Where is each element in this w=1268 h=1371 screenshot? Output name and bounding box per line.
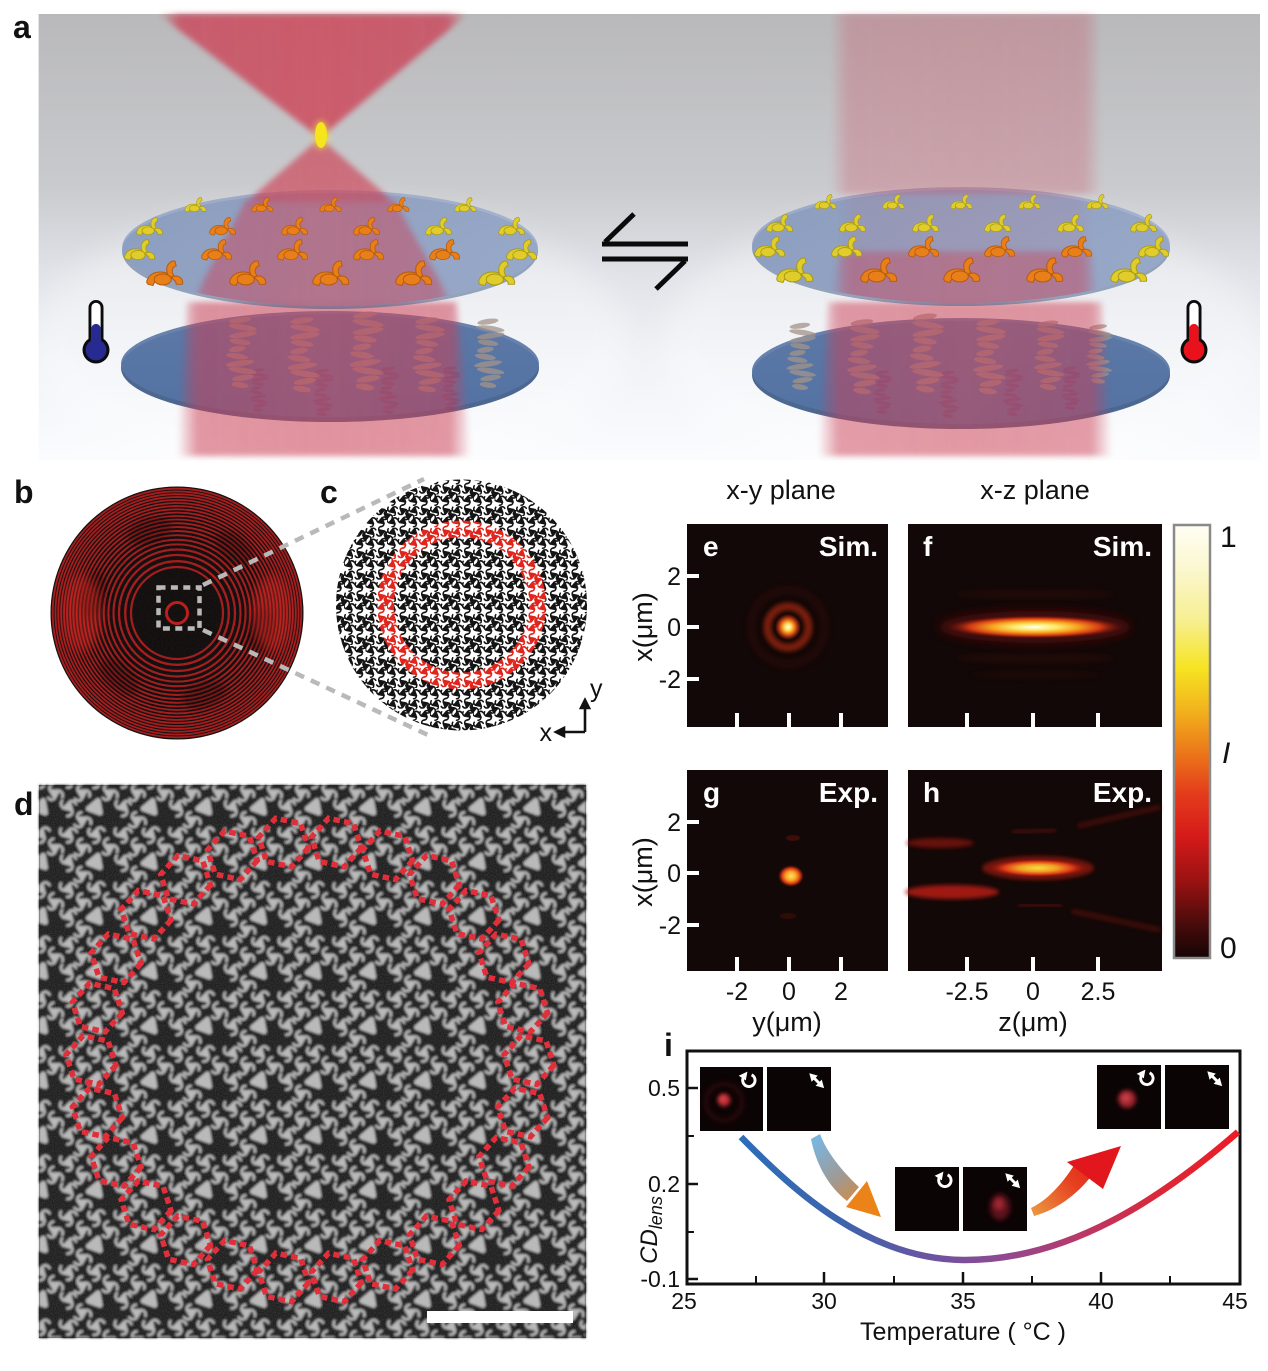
svg-text:2: 2 (667, 563, 681, 591)
svg-text:a: a (13, 9, 31, 45)
svg-text:-2: -2 (659, 912, 681, 940)
svg-text:I: I (1222, 737, 1230, 770)
svg-text:b: b (14, 474, 34, 510)
svg-text:e: e (703, 531, 719, 562)
svg-text:0: 0 (782, 978, 796, 1006)
svg-text:2: 2 (667, 809, 681, 837)
svg-text:1: 1 (1220, 521, 1237, 554)
svg-text:Sim.: Sim. (819, 531, 878, 562)
svg-text:40: 40 (1088, 1288, 1114, 1314)
svg-text:-2.5: -2.5 (945, 978, 988, 1006)
svg-text:2: 2 (834, 978, 848, 1006)
svg-text:30: 30 (811, 1288, 837, 1314)
svg-text:x-z plane: x-z plane (980, 475, 1090, 505)
svg-text:h: h (923, 777, 940, 808)
svg-text:-0.1: -0.1 (640, 1266, 680, 1292)
svg-text:y: y (590, 675, 603, 703)
svg-text:x: x (540, 719, 553, 747)
svg-text:45: 45 (1222, 1288, 1248, 1314)
svg-text:x-y plane: x-y plane (726, 475, 836, 505)
svg-text:g: g (703, 777, 720, 808)
svg-text:y(μm): y(μm) (752, 1007, 822, 1037)
svg-text:-2: -2 (726, 978, 748, 1006)
svg-text:0: 0 (667, 860, 681, 888)
svg-text:35: 35 (950, 1288, 976, 1314)
svg-text:x(μm): x(μm) (628, 592, 658, 662)
svg-text:0: 0 (1220, 932, 1237, 965)
svg-text:Exp.: Exp. (819, 777, 878, 808)
svg-text:c: c (320, 474, 338, 510)
svg-text:f: f (923, 531, 933, 562)
svg-text:0.2: 0.2 (648, 1171, 680, 1197)
svg-text:z(μm): z(μm) (998, 1007, 1068, 1037)
svg-text:0.5: 0.5 (648, 1075, 680, 1101)
svg-text:25: 25 (671, 1288, 697, 1314)
svg-text:i: i (664, 1027, 673, 1063)
svg-text:Sim.: Sim. (1093, 531, 1152, 562)
svg-text:d: d (14, 786, 34, 822)
svg-text:Temperature ( °C ): Temperature ( °C ) (860, 1318, 1066, 1346)
svg-text:0: 0 (1026, 978, 1040, 1006)
svg-text:Exp.: Exp. (1093, 777, 1152, 808)
svg-text:-2: -2 (659, 666, 681, 694)
svg-text:0: 0 (667, 614, 681, 642)
svg-text:x(μm): x(μm) (628, 837, 658, 907)
svg-text:2.5: 2.5 (1081, 978, 1116, 1006)
